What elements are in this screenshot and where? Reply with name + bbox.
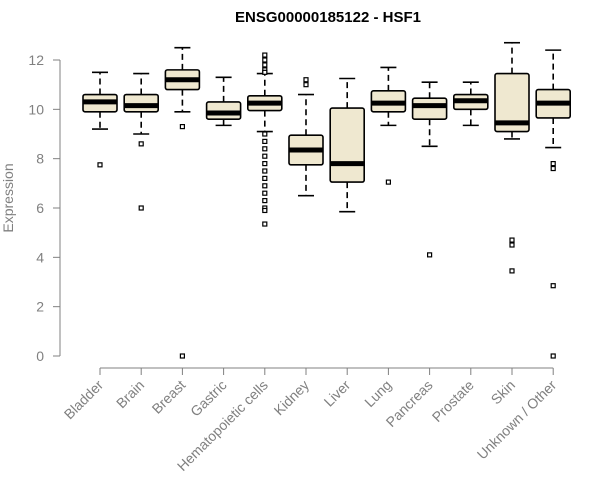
box-group [164,46,201,359]
outlier-point [550,283,556,289]
y-tick-label: 8 [36,151,44,167]
box-group [535,49,572,359]
box-group [247,52,283,227]
category-label: Prostate [429,377,477,425]
box [411,97,448,120]
outlier-point [262,62,268,68]
outlier-point [262,161,268,167]
outlier-point [509,268,515,274]
category-label: Kidney [271,377,313,419]
outlier-point [262,183,268,189]
outlier-point [550,161,556,167]
outlier-point [262,190,268,196]
outlier-point [550,165,556,172]
outlier-point [509,237,515,243]
outlier-point [262,153,268,159]
outlier-point [179,123,185,130]
box-group [411,81,448,258]
outlier-point [303,77,309,83]
y-tick-label: 4 [36,249,44,265]
outlier-point [262,131,268,137]
box-group [205,76,242,127]
outlier-point [138,205,144,211]
y-axis-title: Expression [0,163,16,232]
outlier-point [262,175,268,181]
y-axis: 0 2 4 6 8 10 12 [28,52,61,364]
box-group [494,41,530,274]
outlier-point [138,141,144,147]
y-tick-label: 10 [28,101,44,117]
box-group [452,81,489,127]
outlier-point [262,138,268,144]
y-tick-label: 0 [36,348,44,364]
outlier-point [509,242,515,248]
outlier-point [262,52,268,58]
category-label: Skin [488,377,519,408]
y-tick-label: 12 [28,52,44,68]
chart-title: ENSG00000185122 - HSF1 [235,9,421,26]
outlier-point [303,82,309,88]
box-group [123,72,159,211]
y-tick-label: 6 [36,200,44,216]
outlier-point [262,221,268,227]
outlier-point [262,198,268,204]
box-group [288,77,324,197]
outlier-point [262,207,268,214]
outlier-point [427,252,433,258]
outlier-point [262,146,268,152]
category-label: Brain [113,377,147,411]
category-label: Lung [361,377,394,410]
outlier-point [262,69,268,75]
box-group [82,71,118,168]
category-label: Liver [321,377,354,410]
category-label: Breast [149,377,189,417]
box [494,72,530,133]
outlier-point [385,179,391,185]
category-label: Bladder [61,377,107,423]
box-group [329,77,366,213]
outlier-point [97,162,103,168]
box-group [370,66,407,185]
y-tick-label: 2 [36,299,44,315]
outlier-point [262,168,268,174]
outlier-point [550,353,556,359]
box [329,107,366,183]
box-series [82,41,572,359]
outlier-point [179,353,185,359]
outlier-point [262,57,268,63]
